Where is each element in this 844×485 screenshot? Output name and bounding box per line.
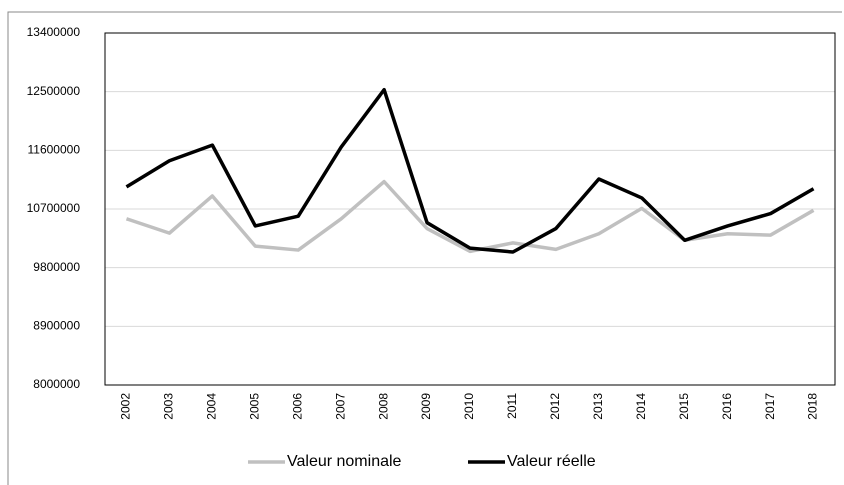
y-tick-label: 11600000 — [28, 143, 81, 157]
x-tick-label: 2008 — [376, 393, 390, 420]
x-tick-label: 2012 — [548, 393, 562, 420]
y-tick-label: 9800000 — [33, 260, 80, 274]
x-tick-label: 2014 — [634, 393, 648, 420]
x-tick-label: 2004 — [205, 393, 219, 420]
x-tick-label: 2005 — [247, 393, 261, 420]
y-tick-label: 10700000 — [27, 201, 81, 215]
y-tick-label: 8000000 — [33, 377, 80, 391]
y-tick-label: 12500000 — [27, 84, 81, 98]
series-line — [125, 179, 815, 254]
legend-text: Valeur nominale — [287, 453, 402, 470]
x-tick-label: 2018 — [806, 393, 820, 420]
chart-frame — [7, 11, 842, 485]
x-tick-label: 2010 — [462, 393, 476, 420]
x-tick-label: 2015 — [677, 393, 691, 420]
plot-frame — [104, 32, 836, 386]
y-tick-label: 13400000 — [27, 25, 81, 39]
x-tick-label: 2002 — [119, 393, 133, 420]
x-tick-label: 2016 — [720, 393, 734, 420]
x-tick-label: 2009 — [419, 393, 433, 420]
x-tick-label: 2003 — [162, 393, 176, 420]
x-tick-label: 2013 — [591, 393, 605, 420]
x-tick-label: 2017 — [763, 393, 777, 420]
series-line — [125, 87, 815, 254]
x-tick-label: 2006 — [290, 393, 304, 420]
x-tick-label: 2011 — [505, 393, 519, 419]
x-tick-label: 2007 — [333, 393, 347, 420]
legend-text: Valeur réelle — [507, 453, 596, 470]
y-tick-label: 8900000 — [33, 319, 80, 333]
